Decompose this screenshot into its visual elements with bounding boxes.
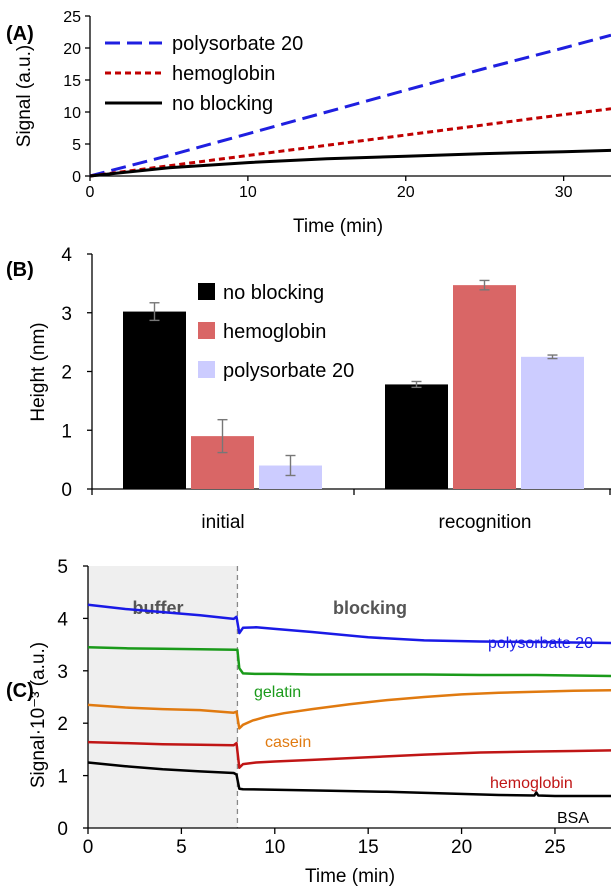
- panel-b-bar-chart: (B) Height (nm) 0 1 2 3 4 initial recognitio…: [6, 245, 611, 533]
- legend-label-hemoglobin: hemoglobin: [172, 63, 275, 85]
- series-line-polysorbate-20: [87, 603, 611, 645]
- series-label-hemoglobin: hemoglobin: [490, 775, 573, 792]
- panel-b-plot-area: [123, 279, 584, 489]
- panel-b-label: (B): [6, 259, 34, 281]
- panel-c-axes: 0 1 2 3 4 5 0 5 10 15 20 25: [57, 557, 611, 858]
- bar-no-blocking-initial: [123, 311, 186, 489]
- x-tick-label: 20: [397, 184, 415, 201]
- category-label-recognition: recognition: [439, 512, 532, 533]
- legend-swatch-hemoglobin: [198, 322, 215, 339]
- panel-c-label: (C): [6, 680, 34, 702]
- legend-swatch-no-blocking: [198, 283, 215, 300]
- series-line-no-blocking: [89, 148, 611, 178]
- series-line-hemoglobin: [89, 107, 611, 178]
- y-tick-label: 20: [63, 41, 81, 58]
- y-tick-label: 0: [61, 480, 72, 501]
- x-tick-label: 10: [264, 837, 285, 858]
- panel-c-ylabel: Signal·10⁻³ (a.u.): [28, 642, 49, 788]
- legend-label-no-blocking: no blocking: [172, 93, 273, 115]
- panel-c-line-chart: (C) Signal·10⁻³ (a.u.) Time (min) buffer…: [6, 557, 611, 887]
- x-tick-label: 30: [555, 184, 573, 201]
- legend-label-hemoglobin: hemoglobin: [223, 321, 326, 343]
- legend-label-no-blocking: no blocking: [223, 282, 324, 304]
- region-label-buffer: buffer: [133, 598, 184, 618]
- y-tick-label: 1: [61, 421, 72, 442]
- y-tick-label: 25: [63, 9, 81, 26]
- y-tick-label: 1: [57, 767, 68, 788]
- y-tick-label: 5: [72, 137, 81, 154]
- y-tick-label: 3: [61, 304, 72, 325]
- y-tick-label: 4: [57, 609, 68, 630]
- series-label-casein: casein: [265, 734, 311, 751]
- series-label-gelatin: gelatin: [254, 684, 301, 701]
- x-tick-label: 5: [176, 837, 187, 858]
- category-label-initial: initial: [201, 512, 244, 533]
- legend-label-polysorbate20: polysorbate 20: [172, 33, 303, 55]
- x-tick-label: 20: [451, 837, 472, 858]
- x-tick-label: 0: [83, 837, 94, 858]
- panel-a-xlabel: Time (min): [293, 216, 383, 237]
- series-line-BSA: [87, 761, 611, 798]
- y-tick-label: 10: [63, 105, 81, 122]
- y-tick-label: 2: [57, 714, 68, 735]
- series-line-casein: [87, 688, 611, 730]
- bar-no-blocking-recognition: [385, 384, 448, 489]
- panel-a-ylabel: Signal (a.u.): [14, 45, 35, 147]
- panel-a-legend: polysorbate 20 hemoglobin no blocking: [105, 33, 303, 115]
- series-line-hemoglobin: [87, 740, 611, 769]
- y-tick-label: 0: [72, 169, 81, 186]
- bar-hemoglobin-recognition: [453, 285, 516, 489]
- series-line-gelatin: [87, 645, 611, 678]
- y-tick-label: 4: [61, 245, 72, 266]
- bar-polysorbate-20-recognition: [521, 356, 584, 489]
- panel-a-plot-area: [89, 33, 611, 178]
- y-tick-label: 0: [57, 819, 68, 840]
- x-tick-label: 25: [544, 837, 565, 858]
- y-tick-label: 2: [61, 363, 72, 384]
- panel-b-ylabel: Height (nm): [28, 322, 49, 421]
- buffer-region-shading: [88, 566, 238, 828]
- legend-label-polysorbate20: polysorbate 20: [223, 360, 354, 382]
- region-label-blocking: blocking: [333, 598, 407, 618]
- legend-swatch-polysorbate20: [198, 361, 215, 378]
- series-label-bsa: BSA: [557, 810, 589, 827]
- panel-c-plot-area: [87, 603, 611, 798]
- panel-c-xlabel: Time (min): [305, 866, 395, 887]
- y-tick-label: 3: [57, 662, 68, 683]
- y-tick-label: 5: [57, 557, 68, 578]
- x-tick-label: 15: [358, 837, 379, 858]
- x-tick-label: 10: [239, 184, 257, 201]
- y-tick-label: 15: [63, 73, 81, 90]
- panel-a-line-chart: (A) Signal (a.u.) Time (min) 05101520250…: [6, 9, 611, 237]
- series-label-polysorbate20: polysorbate 20: [488, 635, 593, 652]
- series-line-polysorbate-20: [89, 33, 611, 178]
- panel-a-label: (A): [6, 23, 34, 45]
- x-tick-label: 0: [86, 184, 95, 201]
- panel-b-legend: no blocking hemoglobin polysorbate 20: [198, 282, 354, 382]
- panel-a-axes: 0 5 10 15 20 25 0 10 20 30: [63, 9, 611, 201]
- bar-polysorbate-20-initial: [259, 465, 322, 489]
